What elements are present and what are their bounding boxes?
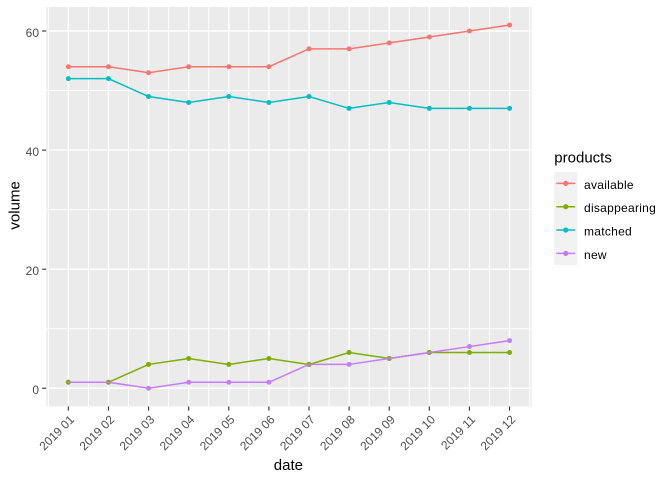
svg-text:new: new — [584, 248, 607, 262]
svg-text:0: 0 — [32, 383, 39, 397]
svg-text:available: available — [584, 178, 634, 192]
svg-text:volume: volume — [7, 181, 24, 229]
svg-text:2019 07: 2019 07 — [277, 412, 318, 453]
svg-text:2019 04: 2019 04 — [157, 412, 198, 453]
svg-text:2019 05: 2019 05 — [197, 412, 238, 453]
svg-text:2019 06: 2019 06 — [237, 412, 278, 453]
svg-text:2019 11: 2019 11 — [438, 412, 478, 452]
svg-text:40: 40 — [26, 145, 40, 159]
svg-text:2019 08: 2019 08 — [317, 412, 358, 453]
svg-text:2019 01: 2019 01 — [37, 412, 78, 453]
svg-text:2019 02: 2019 02 — [77, 412, 118, 453]
svg-text:60: 60 — [26, 26, 40, 40]
svg-text:20: 20 — [26, 264, 40, 278]
svg-text:date: date — [274, 457, 303, 474]
svg-text:2019 03: 2019 03 — [117, 412, 158, 453]
svg-text:2019 12: 2019 12 — [478, 412, 519, 453]
svg-text:matched: matched — [584, 224, 632, 238]
svg-text:2019 10: 2019 10 — [397, 412, 438, 453]
svg-text:disappearing: disappearing — [584, 201, 656, 215]
svg-text:2019 09: 2019 09 — [357, 412, 398, 453]
svg-text:products: products — [554, 150, 612, 167]
